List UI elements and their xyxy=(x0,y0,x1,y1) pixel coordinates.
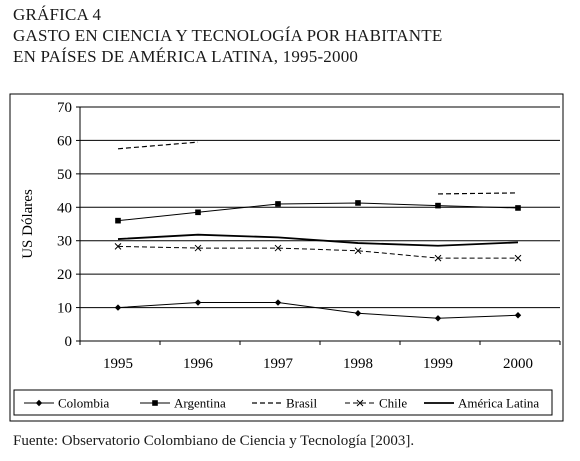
series-line-argentina-0 xyxy=(117,202,519,222)
point-colombia-1996 xyxy=(194,299,202,306)
series-colombia xyxy=(114,299,522,322)
point-chile-1997 xyxy=(274,244,282,252)
x-tick-label-2000: 2000 xyxy=(503,356,533,372)
y-tick-label-20: 20 xyxy=(57,267,72,283)
legend-item-brasil: Brasil xyxy=(252,396,317,411)
point-argentina-1997 xyxy=(275,201,281,207)
figure-number: GRÁFICA 4 xyxy=(13,5,102,24)
point-argentina-1996 xyxy=(195,209,201,216)
series-am-rica-latina xyxy=(117,233,519,247)
y-tick-label-50: 50 xyxy=(57,167,72,183)
x-tick-label-1998: 1998 xyxy=(343,356,373,372)
legend-label-chile: Chile xyxy=(379,396,407,411)
point-chile-1996 xyxy=(194,244,202,252)
y-tick-label-60: 60 xyxy=(57,133,72,149)
x-tick-label-1999: 1999 xyxy=(423,356,453,372)
y-tick-label-70: 70 xyxy=(57,100,72,116)
point-colombia-1998 xyxy=(354,310,362,317)
series-chile xyxy=(114,243,522,262)
point-chile-2000 xyxy=(514,254,522,262)
y-tick-label-30: 30 xyxy=(57,234,72,250)
y-tick-label-40: 40 xyxy=(57,200,72,216)
chart-title-line-2: EN PAÍSES DE AMÉRICA LATINA, 1995-2000 xyxy=(13,47,359,66)
legend-label-brasil: Brasil xyxy=(286,396,317,411)
legend-item-argentina: Argentina xyxy=(140,396,226,411)
point-colombia-1999 xyxy=(434,315,442,322)
series-brasil xyxy=(117,141,519,195)
chart-title-line-1: GASTO EN CIENCIA Y TECNOLOGÍA POR HABITA… xyxy=(13,26,443,45)
x-tick-label-1995: 1995 xyxy=(103,356,133,372)
point-colombia-1995 xyxy=(114,304,122,311)
series-line-am-rica-latina-0 xyxy=(117,233,519,247)
legend-box xyxy=(13,389,553,416)
point-chile-1998 xyxy=(354,247,362,255)
chart-heading: GRÁFICA 4 GASTO EN CIENCIA Y TECNOLOGÍA … xyxy=(13,4,442,67)
axes: 0 10 20 30 40 50 60 70 1995 1996 1997 1998 1999 2000 xyxy=(57,100,561,372)
point-argentina-1995 xyxy=(115,217,121,224)
legend-label-colombia: Colombia xyxy=(58,396,110,411)
legend-item-colombia: Colombia xyxy=(24,396,110,411)
chart-frame xyxy=(9,93,564,422)
series-argentina xyxy=(115,200,521,224)
source-note: Fuente: Observatorio Colombiano de Cienc… xyxy=(13,433,415,449)
series-layer xyxy=(114,141,522,322)
legend-item-chile: Chile xyxy=(345,396,407,411)
point-chile-1999 xyxy=(434,254,442,262)
legend-marker-chile xyxy=(356,399,364,407)
y-axis-label: US Dólares xyxy=(20,189,36,259)
legend: Colombia Argentina Brasil Chile América Lati… xyxy=(24,396,539,411)
point-argentina-1998 xyxy=(355,200,361,206)
series-line-chile-0 xyxy=(117,245,518,259)
point-argentina-1999 xyxy=(435,202,441,209)
x-tick-label-1996: 1996 xyxy=(183,356,214,372)
point-colombia-1997 xyxy=(274,299,282,306)
point-argentina-2000 xyxy=(515,205,521,211)
x-tick-label-1997: 1997 xyxy=(263,356,294,372)
legend-marker-argentina xyxy=(152,400,158,406)
legend-item-am-rica-latina: América Latina xyxy=(424,396,539,411)
series-line-colombia-0 xyxy=(117,302,519,319)
series-line-brasil-1 xyxy=(437,192,519,195)
legend-marker-colombia xyxy=(35,399,43,407)
point-chile-1995 xyxy=(114,243,122,250)
legend-label-argentina: Argentina xyxy=(174,396,226,411)
point-colombia-2000 xyxy=(514,312,522,319)
y-tick-label-10: 10 xyxy=(57,301,72,317)
y-tick-label-0: 0 xyxy=(65,334,73,350)
legend-label-am-rica-latina: América Latina xyxy=(458,396,539,411)
series-line-brasil-0 xyxy=(117,141,199,150)
